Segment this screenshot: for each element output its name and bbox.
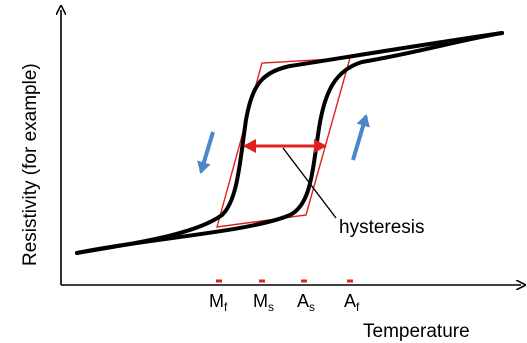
ideal-loop-outline bbox=[216, 57, 351, 228]
heating-direction-arrow bbox=[351, 114, 370, 161]
tick-label-ms: Ms bbox=[253, 291, 274, 314]
tick-label-as: As bbox=[297, 291, 315, 314]
tick-label-mf: Mf bbox=[209, 291, 228, 314]
tick-label-af: Af bbox=[344, 291, 360, 314]
y-axis-title: Resistivity (for example) bbox=[20, 63, 41, 266]
annotation-leader-line bbox=[282, 147, 337, 219]
hysteresis-label: hysteresis bbox=[339, 217, 425, 238]
cooling-branch-curve bbox=[75, 31, 504, 255]
x-axis-title: Temperature bbox=[363, 321, 470, 342]
cooling-direction-arrow bbox=[197, 131, 215, 174]
